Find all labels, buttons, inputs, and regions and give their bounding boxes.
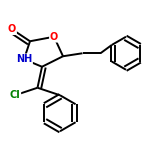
Text: O: O: [50, 32, 58, 42]
Text: O: O: [8, 24, 16, 34]
Text: NH: NH: [16, 54, 32, 64]
Text: Cl: Cl: [10, 90, 20, 100]
